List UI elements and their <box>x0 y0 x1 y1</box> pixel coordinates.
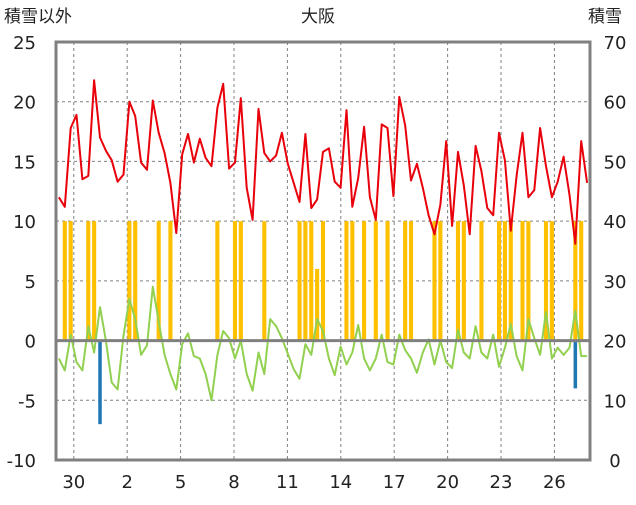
bar <box>579 221 584 341</box>
y-right-tick-label: 10 <box>604 391 627 412</box>
bars-layer <box>62 221 584 425</box>
bar <box>215 221 220 341</box>
x-tick-label: 11 <box>276 472 299 493</box>
bar <box>350 221 355 341</box>
x-tick-label: 17 <box>383 472 406 493</box>
series-line-1 <box>58 79 589 245</box>
bar <box>573 221 578 341</box>
bar <box>92 221 97 341</box>
bar <box>262 221 267 341</box>
bar <box>320 221 326 341</box>
lines-layer <box>58 79 589 402</box>
plot-frame <box>54 40 592 462</box>
bar <box>127 221 132 341</box>
y-left-tick-label: 15 <box>13 152 36 173</box>
bar <box>168 221 173 341</box>
y-left-tick-label: 10 <box>13 212 36 233</box>
bar <box>496 221 502 341</box>
bar <box>362 221 367 341</box>
x-tick-label: 23 <box>490 472 513 493</box>
y-right-tick-label: 50 <box>604 152 627 173</box>
y-left-tick-label: 5 <box>25 272 36 293</box>
bar <box>549 221 554 341</box>
bar <box>133 221 138 341</box>
bar <box>303 221 308 341</box>
x-tick-label: 8 <box>228 472 239 493</box>
bar <box>408 221 414 341</box>
y-left-tick-label: 0 <box>25 332 36 353</box>
y-axis-right-label: 積雪 <box>588 7 622 27</box>
bar <box>520 221 525 341</box>
y-right-tick-label: 0 <box>609 451 620 472</box>
bar <box>315 268 320 341</box>
x-tick-label: 20 <box>436 472 459 493</box>
y-left-tick-label: -10 <box>7 451 36 472</box>
x-tick-label: 14 <box>329 472 352 493</box>
bar <box>455 221 461 341</box>
bar <box>502 221 507 341</box>
bar <box>68 221 73 341</box>
bar <box>297 221 302 341</box>
bar <box>373 221 378 341</box>
y-right-tick-label: 60 <box>604 93 627 114</box>
y-left-tick-label: 20 <box>13 93 36 114</box>
bar <box>543 221 549 341</box>
y-right-tick-label: 20 <box>604 332 627 353</box>
bar <box>432 221 437 341</box>
x-tick-label: 30 <box>62 472 85 493</box>
chart-title: 大阪 <box>301 7 335 27</box>
bar <box>438 221 443 341</box>
x-tick-label: 5 <box>175 472 186 493</box>
y-right-tick-label: 30 <box>604 272 627 293</box>
bar <box>526 221 531 341</box>
bar <box>232 221 238 341</box>
bar <box>238 221 243 341</box>
bar <box>344 221 349 341</box>
bar <box>86 221 91 341</box>
y-right-tick-label: 70 <box>604 33 627 54</box>
x-tick-label: 2 <box>121 472 132 493</box>
bar <box>403 221 408 341</box>
y-left-tick-label: -5 <box>18 391 36 412</box>
bar <box>508 221 513 341</box>
bar <box>385 221 390 341</box>
bar <box>309 221 314 341</box>
bar <box>156 221 161 341</box>
y-right-tick-label: 40 <box>604 212 627 233</box>
x-tick-label: 26 <box>543 472 566 493</box>
bar-negative <box>98 340 102 425</box>
y-left-tick-label: 25 <box>13 33 36 54</box>
bar <box>461 221 466 341</box>
bar <box>62 221 67 341</box>
y-axis-left-label: 積雪以外 <box>4 7 72 27</box>
bar-negative <box>573 340 578 389</box>
bar <box>479 221 484 341</box>
series-line-2 <box>58 285 588 402</box>
